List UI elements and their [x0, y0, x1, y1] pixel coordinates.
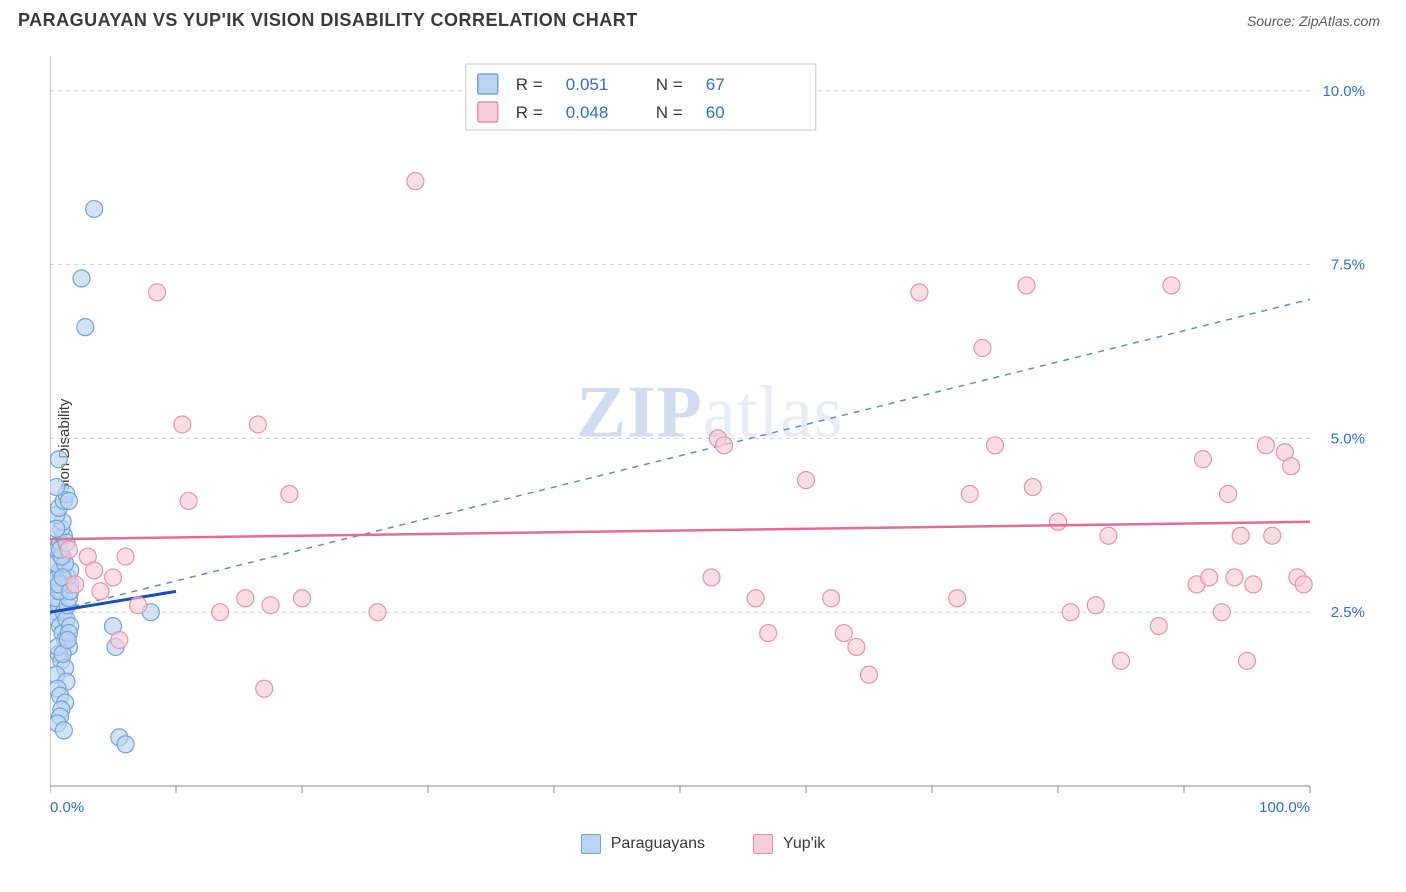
- data-point: [86, 562, 103, 579]
- data-point: [60, 541, 77, 558]
- data-point: [1239, 652, 1256, 669]
- data-point: [281, 486, 298, 503]
- y-tick-label: 2.5%: [1331, 604, 1365, 621]
- data-point: [1245, 576, 1262, 593]
- data-point: [294, 590, 311, 607]
- data-point: [249, 416, 266, 433]
- plot-area: ZIPatlas 2.5%5.0%7.5%10.0%0.0%100.0%R =0…: [50, 56, 1370, 816]
- data-point: [50, 451, 67, 468]
- stats-n-value: 67: [706, 75, 725, 94]
- data-point: [1194, 451, 1211, 468]
- data-point: [823, 590, 840, 607]
- data-point: [149, 284, 166, 301]
- data-point: [1220, 486, 1237, 503]
- data-point: [1232, 527, 1249, 544]
- data-point: [848, 638, 865, 655]
- legend-label: Yup'ik: [783, 835, 825, 853]
- data-point: [760, 625, 777, 642]
- data-point: [1163, 277, 1180, 294]
- data-point: [1150, 618, 1167, 635]
- data-point: [1201, 569, 1218, 586]
- data-point: [50, 520, 65, 537]
- data-point: [111, 632, 128, 649]
- legend-swatch: [753, 834, 773, 854]
- data-point: [174, 416, 191, 433]
- data-point: [130, 597, 147, 614]
- data-point: [703, 569, 720, 586]
- x-tick-label: 0.0%: [50, 799, 84, 816]
- stats-swatch: [478, 102, 498, 122]
- data-point: [212, 604, 229, 621]
- stats-r-value: 0.051: [566, 75, 609, 94]
- data-point: [180, 492, 197, 509]
- data-point: [911, 284, 928, 301]
- data-point: [50, 479, 65, 496]
- data-point: [1024, 479, 1041, 496]
- stats-n-value: 60: [706, 103, 725, 122]
- y-tick-label: 7.5%: [1331, 257, 1365, 274]
- legend-label: Paraguayans: [611, 835, 705, 853]
- data-point: [1257, 437, 1274, 454]
- chart-container: Vision Disability ZIPatlas 2.5%5.0%7.5%1…: [18, 46, 1388, 856]
- data-point: [407, 173, 424, 190]
- data-point: [105, 569, 122, 586]
- data-point: [716, 437, 733, 454]
- legend-item: Yup'ik: [753, 834, 825, 854]
- source-attribution: Source: ZipAtlas.com: [1247, 13, 1380, 29]
- data-point: [60, 492, 77, 509]
- stats-swatch: [478, 74, 498, 94]
- data-point: [974, 340, 991, 357]
- data-point: [1100, 527, 1117, 544]
- data-point: [861, 666, 878, 683]
- data-point: [798, 472, 815, 489]
- diagonal-reference-line: [50, 299, 1310, 612]
- chart-title: PARAGUAYAN VS YUP'IK VISION DISABILITY C…: [18, 10, 638, 31]
- data-point: [237, 590, 254, 607]
- data-point: [1018, 277, 1035, 294]
- data-point: [747, 590, 764, 607]
- data-point: [92, 583, 109, 600]
- stats-n-label: N =: [656, 103, 683, 122]
- stats-n-label: N =: [656, 75, 683, 94]
- data-point: [961, 486, 978, 503]
- data-point: [835, 625, 852, 642]
- trend-line: [50, 522, 1310, 539]
- data-point: [1087, 597, 1104, 614]
- y-tick-label: 10.0%: [1322, 83, 1365, 100]
- data-point: [59, 632, 76, 649]
- data-point: [55, 722, 72, 739]
- y-tick-label: 5.0%: [1331, 430, 1365, 447]
- data-point: [117, 548, 134, 565]
- data-point: [256, 680, 273, 697]
- data-point: [67, 576, 84, 593]
- data-point: [1062, 604, 1079, 621]
- data-point: [949, 590, 966, 607]
- data-point: [369, 604, 386, 621]
- data-point: [262, 597, 279, 614]
- data-point: [987, 437, 1004, 454]
- stats-r-label: R =: [516, 75, 543, 94]
- legend-item: Paraguayans: [581, 834, 705, 854]
- data-point: [117, 736, 134, 753]
- data-point: [1226, 569, 1243, 586]
- data-point: [1283, 458, 1300, 475]
- chart-svg: 2.5% 5.0% 7.5% 10.0% 0.0% 100.0% R = 0.051 N = 67…: [50, 56, 1370, 816]
- data-point: [1113, 652, 1130, 669]
- legend: Paraguayans Yup'ik: [18, 834, 1388, 854]
- stats-r-value: 0.048: [566, 103, 609, 122]
- data-point: [77, 319, 94, 336]
- x-tick-label: 100.0%: [1259, 799, 1310, 816]
- data-point: [86, 200, 103, 217]
- stats-r-label: R =: [516, 103, 543, 122]
- data-point: [73, 270, 90, 287]
- legend-swatch: [581, 834, 601, 854]
- data-point: [1295, 576, 1312, 593]
- data-point: [1050, 513, 1067, 530]
- data-point: [1213, 604, 1230, 621]
- data-point: [1264, 527, 1281, 544]
